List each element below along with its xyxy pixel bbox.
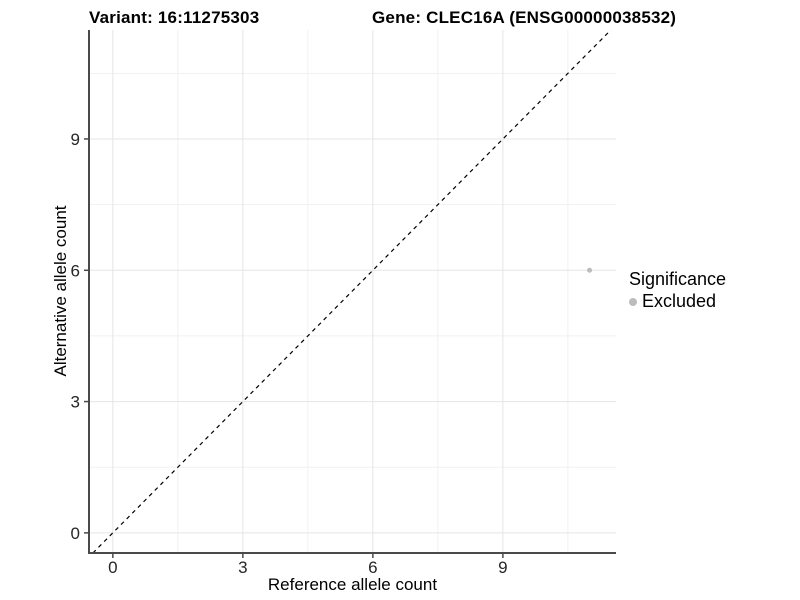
x-tick-label: 3 <box>238 558 247 577</box>
x-tick-label: 6 <box>368 558 377 577</box>
y-tick-label: 0 <box>71 524 80 543</box>
legend-title: Significance <box>629 269 727 289</box>
legend-point-icon <box>629 297 637 306</box>
y-tick-label: 3 <box>71 393 80 412</box>
gene-title: Gene: CLEC16A (ENSG00000038532) <box>372 8 677 27</box>
legend-entry-excluded: Excluded <box>629 291 726 312</box>
legend-entry-label: Excluded <box>642 291 717 311</box>
legend: Significance Excluded <box>629 269 726 312</box>
y-axis-title: Alternative allele count <box>51 205 70 377</box>
x-tick-label: 9 <box>498 558 507 577</box>
variant-title: Variant: 16:11275303 <box>89 8 260 27</box>
data-point <box>587 267 593 273</box>
x-axis-title: Reference allele count <box>267 575 438 594</box>
y-tick-label: 6 <box>71 261 80 280</box>
identity-dashed-line <box>92 29 612 554</box>
x-tick-label: 0 <box>108 558 117 577</box>
y-tick-label: 9 <box>71 130 80 149</box>
